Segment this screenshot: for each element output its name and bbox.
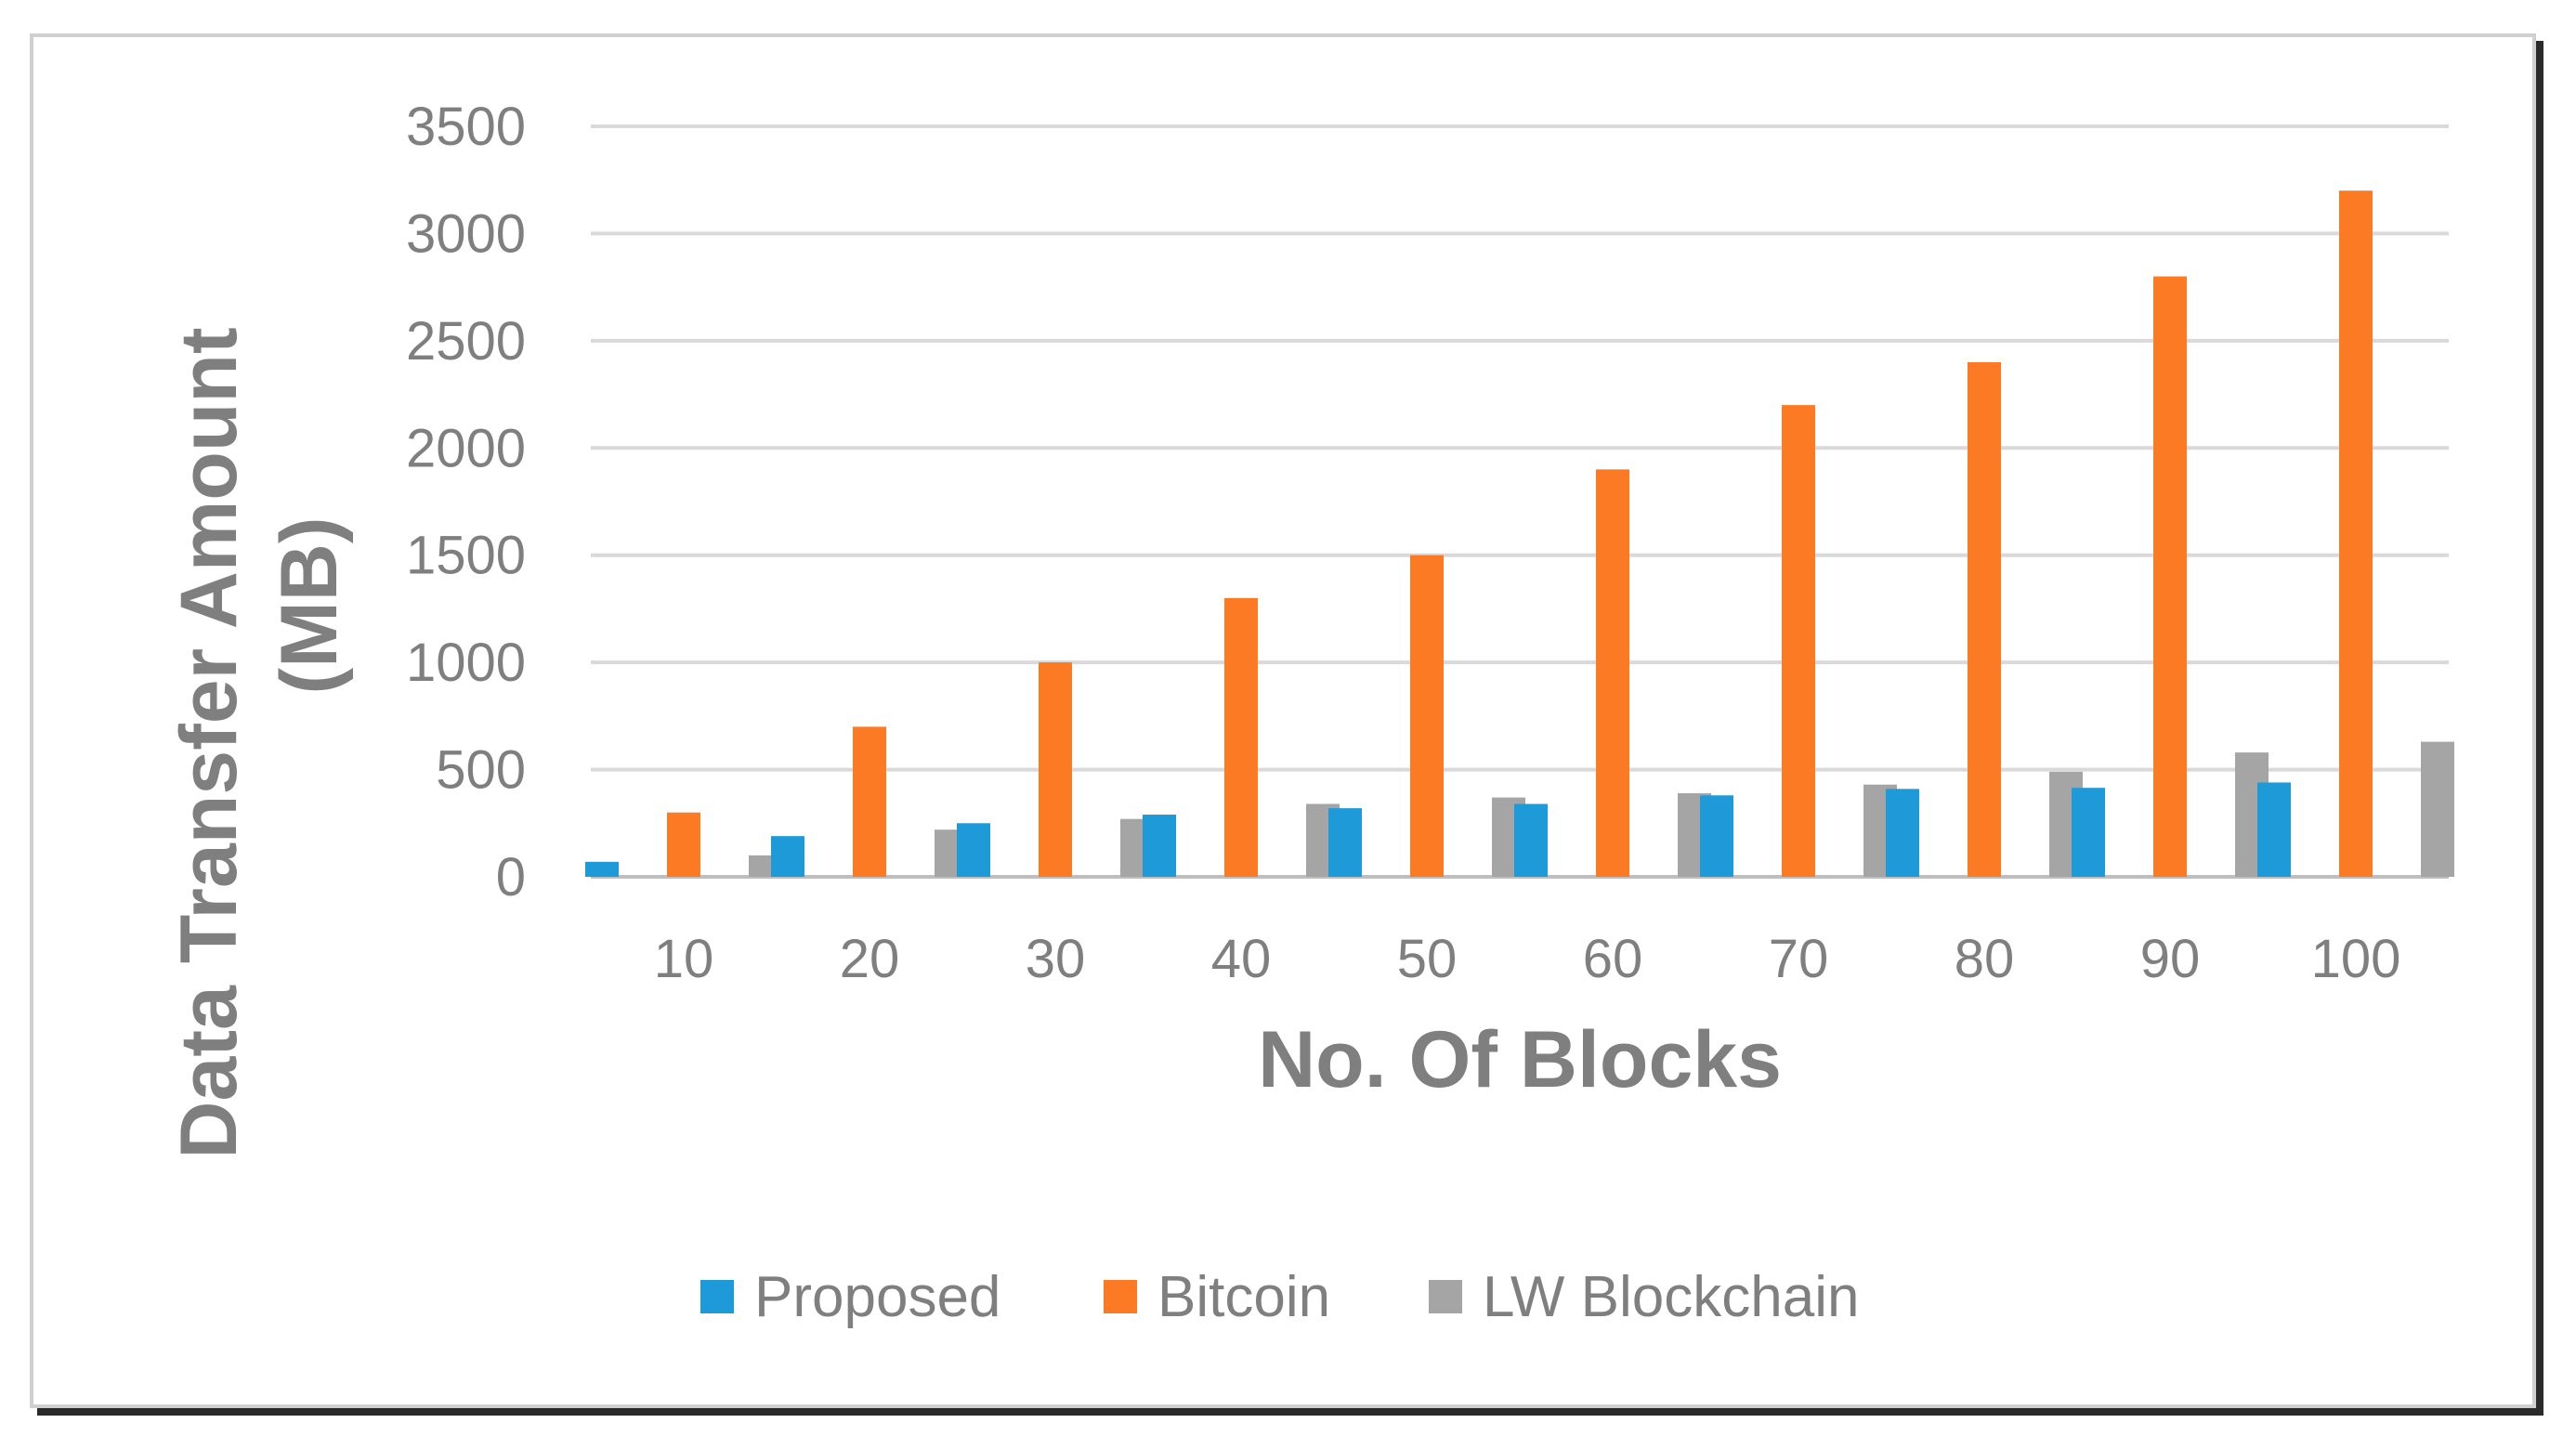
legend-label-lw-blockchain: LW Blockchain xyxy=(1483,1265,1859,1329)
bar-proposed-20 xyxy=(771,836,804,877)
bar-bitcoin-50 xyxy=(1410,555,1444,877)
bar-proposed-80 xyxy=(1886,789,1919,877)
x-tick-label: 60 xyxy=(1583,929,1643,989)
y-tick-label: 2000 xyxy=(406,418,526,478)
bar-proposed-50 xyxy=(1328,808,1362,877)
bar-bitcoin-60 xyxy=(1596,469,1629,877)
x-tick-label: 10 xyxy=(654,929,714,989)
y-tick-label: 3500 xyxy=(406,97,526,157)
bar-bitcoin-40 xyxy=(1224,597,1258,877)
x-tick-label: 90 xyxy=(2140,929,2201,989)
y-axis-title-line-1: Data Transfer Amount xyxy=(164,327,254,1158)
x-tick-label: 50 xyxy=(1397,929,1458,989)
x-tick-label: 100 xyxy=(2311,929,2401,989)
bar-bitcoin-30 xyxy=(1039,662,1072,877)
legend-swatch-lw-blockchain xyxy=(1429,1280,1462,1313)
y-tick-label: 2500 xyxy=(406,311,526,372)
x-tick-label: 20 xyxy=(840,929,900,989)
legend-swatch-proposed xyxy=(700,1280,734,1313)
y-tick-label: 1000 xyxy=(406,633,526,693)
bar-proposed-90 xyxy=(2072,788,2105,877)
bar-bitcoin-70 xyxy=(1782,405,1815,877)
y-axis-ticks: 0 500 1000 1500 2000 2500 3000 3500 xyxy=(406,97,526,907)
bar-proposed-70 xyxy=(1700,795,1733,877)
bars xyxy=(585,190,2454,878)
legend: Proposed Bitcoin LW Blockchain xyxy=(700,1265,1859,1329)
bar-bitcoin-20 xyxy=(853,726,886,877)
x-tick-label: 80 xyxy=(1955,929,2015,989)
chart-frame: 0 500 1000 1500 2000 2500 3000 3500 10 20 30 40 50 6… xyxy=(30,33,2536,1408)
gridlines xyxy=(591,124,2449,879)
legend-label-bitcoin: Bitcoin xyxy=(1157,1265,1330,1329)
x-tick-label: 30 xyxy=(1026,929,1086,989)
legend-label-proposed: Proposed xyxy=(754,1265,1000,1329)
y-tick-label: 500 xyxy=(436,740,526,801)
x-axis-title: No. Of Blocks xyxy=(1258,1015,1782,1104)
bar-bitcoin-10 xyxy=(667,812,700,877)
bar-bitcoin-80 xyxy=(1968,361,2001,877)
y-tick-label: 0 xyxy=(496,847,526,907)
legend-swatch-bitcoin xyxy=(1104,1280,1137,1313)
bar-proposed-60 xyxy=(1514,803,1548,877)
bar-proposed-10 xyxy=(585,861,619,877)
bar-proposed-30 xyxy=(957,823,990,877)
y-tick-label: 1500 xyxy=(406,526,526,586)
bar-lw-blockchain-100 xyxy=(2421,741,2454,877)
x-tick-label: 70 xyxy=(1769,929,1829,989)
bar-bitcoin-90 xyxy=(2153,276,2187,878)
bar-bitcoin-100 xyxy=(2339,190,2373,877)
bar-proposed-100 xyxy=(2257,782,2291,877)
bar-proposed-40 xyxy=(1143,815,1176,877)
y-tick-label: 3000 xyxy=(406,203,526,264)
x-axis-ticks: 10 20 30 40 50 60 70 80 90 100 xyxy=(654,929,2401,989)
x-tick-label: 40 xyxy=(1211,929,1272,989)
bar-chart: 0 500 1000 1500 2000 2500 3000 3500 10 20 30 40 50 6… xyxy=(164,97,2454,1329)
y-axis-title-line-2: (MB) xyxy=(265,516,354,694)
